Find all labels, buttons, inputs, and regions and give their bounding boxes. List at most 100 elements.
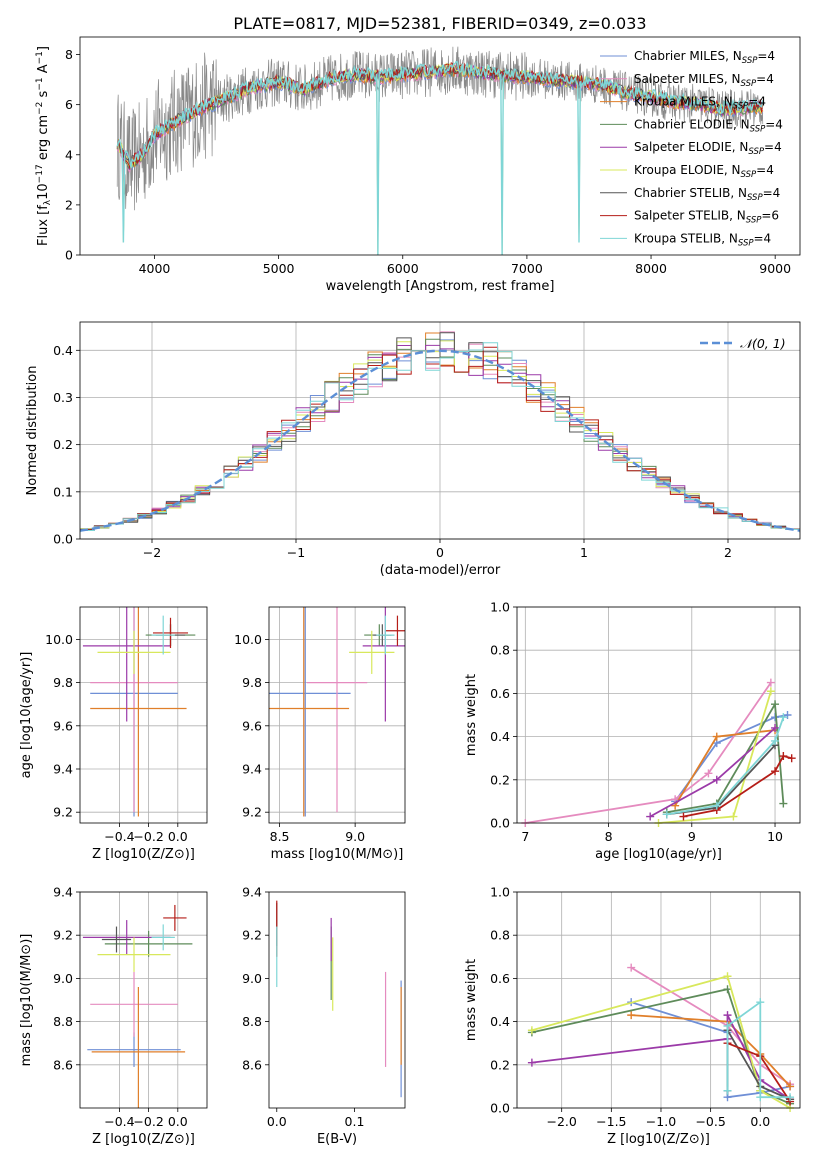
data-point: [756, 1093, 765, 1102]
residual-histogram-panel: −2 −1 0 1 2 0.0 0.1 0.2 0.3 0.4 (data-model)/error…: [25, 321, 801, 578]
x-tick-label: −0.2: [133, 1114, 163, 1129]
data-point: [527, 1026, 536, 1035]
spectrum-lines: [116, 46, 764, 255]
axes-frame: [79, 36, 801, 256]
mass-weight-vs-Z-panel: −2.0 −1.5 −1.0 −0.5 0.0 0.0 0.2 0.4 0.6 0.8 1.0 Z […: [464, 885, 801, 1147]
y-tick-label: 0.8: [490, 928, 510, 943]
x-tick-label: 7: [521, 829, 529, 844]
legend-value: =4: [763, 186, 781, 200]
y-axis-label: Flux [fλ10−17 erg cm−2 s−1 A−1]: [35, 46, 53, 246]
legend-label: 𝒩(0, 1): [740, 336, 786, 351]
y-tick-label: 0.1: [53, 484, 73, 499]
histogram-series: [80, 342, 800, 533]
y-tick-label: 9.2: [242, 928, 262, 943]
data-point: [723, 1021, 732, 1030]
age-vs-mass-panel: 8.5 9.0 9.2 9.4 9.6 9.8 10.0 mass [log10(M/M⊙)]: [234, 606, 406, 862]
y-tick-label: 9.4: [242, 885, 262, 900]
y-tick-label: 0.0: [490, 1101, 510, 1116]
legend-value: =4: [754, 231, 772, 245]
x-tick-label: 2: [724, 545, 732, 560]
data-point: [723, 1011, 732, 1020]
x-tick-label: 9.0: [345, 829, 365, 844]
x-tick-label: 0.0: [267, 1114, 287, 1129]
axes-frame: [516, 606, 801, 824]
x-tick-label: 10: [767, 829, 783, 844]
x-tick-label: 0.0: [168, 829, 188, 844]
mass-vs-EBV-panel: 0.0 0.1 8.6 8.8 9.0 9.2 9.4 E(B-V): [242, 885, 406, 1147]
x-tick-label: −0.4: [104, 1114, 134, 1129]
y-tick-label: 0.4: [490, 1014, 510, 1029]
x-tick-label: −2: [143, 545, 161, 560]
normal-curve: [80, 349, 800, 532]
errorbar-points: [82, 904, 193, 1108]
x-axis-label: Z [log10(Z/Z⊙)]: [607, 1132, 710, 1147]
y-tick-label: 1.0: [490, 885, 510, 900]
x-tick-label: 8000: [635, 261, 667, 276]
y-tick-label: 9.2: [53, 805, 73, 820]
series-line: [630, 966, 791, 1085]
data-point: [779, 752, 788, 761]
legend-value: =4: [757, 49, 775, 63]
y-tick-label: 0: [65, 248, 73, 263]
legend-subscript: SSP: [748, 147, 764, 157]
figure-title: PLATE=0817, MJD=52381, FIBERID=0349, z=0…: [233, 14, 646, 33]
series-line: [525, 682, 772, 824]
x-tick-label: −1: [287, 545, 305, 560]
legend-label: Salpeter STELIB, NSSP=6: [634, 209, 779, 226]
spectrum-panel: 4000 5000 6000 7000 8000 9000 0 2 4 6 8 wavelength …: [35, 36, 801, 294]
legend-value: =4: [765, 117, 783, 131]
legend-value: =4: [748, 95, 766, 109]
data-point: [756, 998, 765, 1007]
errorbar-points: [82, 607, 196, 817]
y-tick-label: 9.6: [53, 718, 73, 733]
x-axis-label: Z [log10(Z/Z⊙)]: [92, 847, 195, 862]
data-point: [771, 700, 780, 709]
y-tick-label: 8.6: [53, 1057, 73, 1072]
legend-subscript: SSP: [738, 238, 754, 248]
legend-subscript: SSP: [733, 102, 749, 112]
x-tick-label: −2.0: [547, 1114, 577, 1129]
x-tick-label: −1.5: [596, 1114, 626, 1129]
y-tick-label: 9.0: [242, 971, 262, 986]
data-point: [679, 812, 688, 821]
data-point: [771, 723, 780, 732]
axes-frame: [516, 891, 801, 1109]
x-axis-label: E(B-V): [317, 1132, 357, 1147]
y-tick-label: 8.8: [53, 1014, 73, 1029]
data-point: [766, 678, 775, 687]
series-line: [531, 975, 791, 1109]
data-point: [766, 687, 775, 696]
x-tick-label: 0.0: [168, 1114, 188, 1129]
y-tick-label: 9.0: [53, 971, 73, 986]
data-point: [712, 801, 721, 810]
legend-label: Kroupa ELODIE, NSSP=4: [634, 163, 774, 180]
histogram-steps: [80, 331, 800, 533]
data-point: [627, 1011, 636, 1020]
legend-label: Chabrier STELIB, NSSP=4: [634, 186, 780, 203]
legend-subscript: SSP: [741, 170, 757, 180]
x-tick-label: 8.5: [270, 829, 290, 844]
y-tick-label: 8: [65, 47, 73, 62]
y-axis-label: mass weight: [464, 674, 479, 756]
x-axis-label: Z [log10(Z/Z⊙)]: [92, 1132, 195, 1147]
x-tick-label: 5000: [263, 261, 295, 276]
legend-value: =4: [764, 140, 782, 154]
legend-label: Salpeter MILES, NSSP=4: [634, 72, 774, 89]
x-tick-label: 4000: [139, 261, 171, 276]
x-tick-label: 9000: [759, 261, 791, 276]
mass-vs-Z-panel: −0.4−0.2 0.0 8.6 8.8 9.0 9.2 9.4 Z [log10(Z/Z⊙)…: [19, 885, 208, 1147]
axes-frame: [268, 606, 406, 824]
data-point: [786, 1082, 795, 1091]
x-axis-label: age [log10(age/yr)]: [595, 847, 722, 862]
axes-frame: [79, 321, 801, 540]
data-point: [712, 775, 721, 784]
x-tick-label: 0.1: [345, 1114, 365, 1129]
y-tick-label: 0.6: [490, 971, 510, 986]
data-point: [527, 1058, 536, 1067]
errorbar-points: [276, 900, 402, 1098]
y-tick-label: 0.0: [53, 532, 73, 547]
x-tick-label: 6000: [387, 261, 419, 276]
data-point: [786, 1093, 795, 1102]
y-tick-label: 0.0: [490, 816, 510, 831]
spectrum-legend: Chabrier MILES, NSSP=4 Salpeter MILES, NS…: [600, 49, 783, 248]
